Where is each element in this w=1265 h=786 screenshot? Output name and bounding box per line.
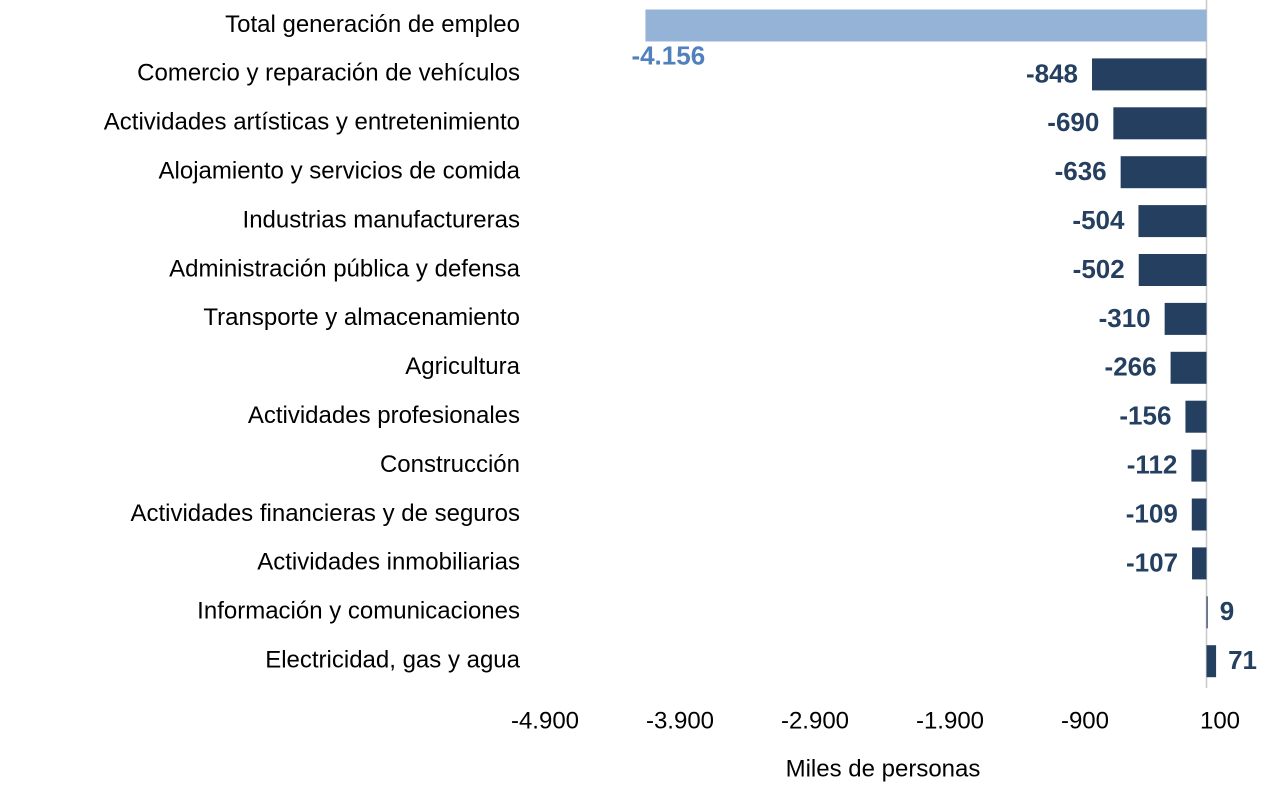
data-label: -107	[1126, 547, 1178, 577]
y-tick-label: Actividades financieras y de seguros	[130, 500, 520, 527]
bar	[1206, 596, 1208, 629]
y-tick-label: Actividades inmobiliarias	[257, 549, 520, 576]
y-tick-label: Actividades profesionales	[248, 402, 520, 429]
y-tick-label: Industrias manufactureras	[243, 206, 520, 233]
data-label: -4.156	[631, 40, 705, 70]
y-tick-label: Electricidad, gas y agua	[265, 647, 520, 674]
data-label: 71	[1228, 645, 1257, 675]
y-tick-label: Comercio y reparación de vehículos	[137, 60, 520, 87]
bar	[1170, 351, 1207, 384]
data-label: -636	[1055, 156, 1107, 186]
x-tick-label: -900	[1061, 707, 1109, 734]
data-label: -848	[1026, 58, 1078, 88]
data-label: 9	[1220, 596, 1234, 626]
x-tick-label: 100	[1200, 707, 1240, 734]
data-label: -109	[1126, 498, 1178, 528]
bar	[1192, 547, 1207, 580]
data-label: -504	[1072, 205, 1125, 235]
data-label: -156	[1119, 401, 1171, 431]
bar	[1164, 302, 1207, 335]
bar	[1120, 156, 1207, 189]
x-tick-label: -1.900	[916, 707, 984, 734]
y-tick-label: Transporte y almacenamiento	[203, 304, 520, 331]
data-label: -266	[1105, 352, 1157, 382]
x-axis-title: Miles de personas	[786, 755, 981, 782]
data-label: -502	[1073, 254, 1125, 284]
bar	[1185, 400, 1207, 433]
bar	[1191, 498, 1207, 531]
data-label: -310	[1099, 303, 1151, 333]
y-tick-label: Alojamiento y servicios de comida	[159, 158, 521, 185]
y-tick-label: Construcción	[380, 451, 520, 478]
bar	[1138, 254, 1207, 286]
data-label: -690	[1047, 107, 1099, 137]
bar	[645, 9, 1207, 42]
y-tick-label: Administración pública y defensa	[169, 255, 521, 282]
y-tick-label: Información y comunicaciones	[197, 598, 520, 625]
x-tick-label: -2.900	[781, 707, 849, 734]
data-label: -112	[1127, 449, 1178, 479]
y-tick-label: Actividades artísticas y entretenimiento	[104, 109, 520, 136]
y-tick-label: Agricultura	[405, 353, 520, 380]
y-tick-label: Total generación de empleo	[225, 11, 520, 38]
bar	[1138, 205, 1207, 238]
bar	[1092, 58, 1207, 91]
x-tick-label: -4.900	[511, 707, 579, 734]
x-tick-label: -3.900	[646, 707, 714, 734]
bar	[1191, 449, 1207, 482]
bar	[1113, 107, 1207, 140]
bar	[1206, 645, 1217, 678]
